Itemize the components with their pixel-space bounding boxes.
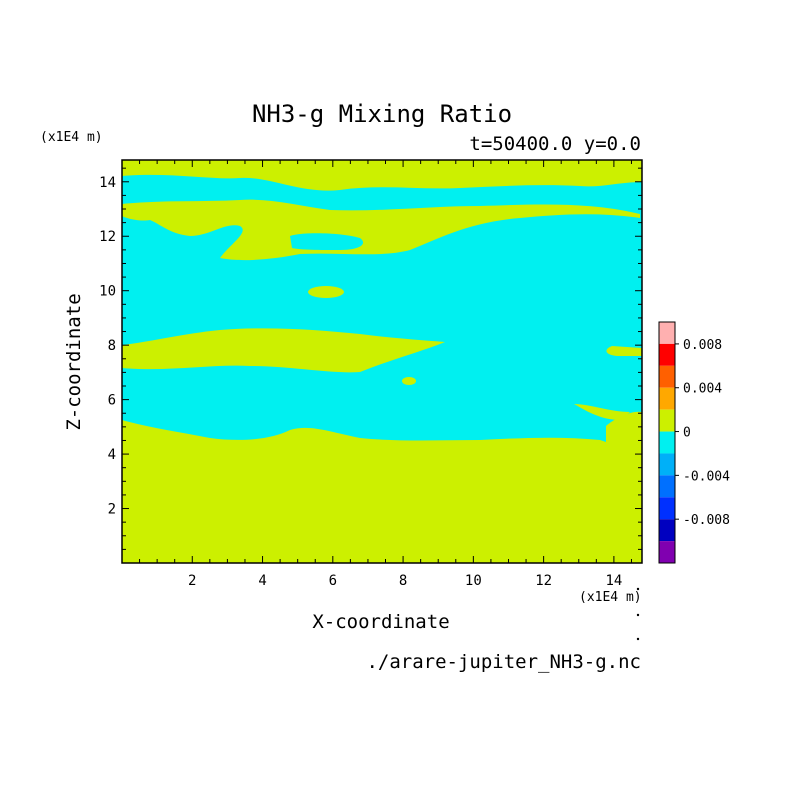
colorbar-swatch [659, 343, 675, 366]
colorbar-swatch [659, 453, 675, 476]
x-tick-label: 8 [399, 573, 407, 589]
y-unit-label: (x1E4 m) [40, 130, 103, 145]
y-tick-label: 10 [99, 284, 116, 300]
plot-frame [121, 159, 643, 564]
chart-subtitle: t=50400.0 y=0.0 [469, 133, 641, 155]
field-positive-patch [606, 346, 642, 356]
colorbar-swatch [659, 541, 675, 563]
y-tick-label: 14 [99, 175, 116, 191]
field-positive-region [122, 199, 640, 261]
x-axis-label: X-coordinate [312, 611, 449, 633]
colorbar: 0.008 0.004 0 -0.004 -0.008 [658, 321, 730, 564]
colorbar-label: -0.008 [683, 513, 730, 528]
y-tick-label: 4 [108, 447, 116, 463]
x-tick-label: 6 [329, 573, 337, 589]
colorbar-swatch [659, 431, 675, 454]
x-tick-label: 10 [465, 573, 482, 589]
x-tick-label: 4 [258, 573, 266, 589]
y-tick-label: 12 [99, 229, 116, 245]
x-tick-label: 14 [605, 573, 622, 589]
colorbar-swatch [659, 409, 675, 432]
colorbar-swatch [659, 365, 675, 388]
colorbar-label: 0.008 [683, 338, 722, 353]
marker-dot [636, 587, 640, 591]
colorbar-frame [658, 321, 676, 564]
x-tick-label: 2 [188, 573, 196, 589]
field-positive-patch [402, 377, 416, 385]
y-axis-label: Z-coordinate [63, 293, 85, 430]
field-negative-pocket [290, 233, 364, 250]
colorbar-swatch [659, 475, 675, 498]
field-positive-region [122, 411, 642, 563]
field-positive-patch [574, 404, 630, 420]
plot-area [122, 160, 642, 563]
x-tick-label: 12 [535, 573, 552, 589]
chart-title: NH3-g Mixing Ratio [252, 100, 512, 128]
colorbar-swatch [659, 322, 675, 344]
field-positive-region [122, 328, 445, 373]
colorbar-label: -0.004 [683, 469, 730, 484]
marker-dot [636, 613, 640, 617]
axes [121, 159, 643, 564]
marker-dot [636, 637, 640, 641]
file-footer: ./arare-jupiter_NH3-g.nc [366, 651, 641, 673]
x-unit-label: (x1E4 m) [579, 590, 642, 605]
colorbar-label: 0.004 [683, 382, 722, 397]
colorbar-swatch [659, 519, 675, 542]
y-tick-label: 2 [108, 502, 116, 518]
y-tick-label: 8 [108, 338, 116, 354]
colorbar-swatch [659, 387, 675, 410]
ticks: 2 4 6 8 10 12 14 2 4 6 8 10 12 14 [99, 160, 642, 589]
colorbar-label: 0 [683, 426, 691, 441]
y-tick-label: 6 [108, 393, 116, 409]
field-positive-region [122, 160, 642, 191]
colorbar-swatch [659, 497, 675, 520]
field-positive-patch [186, 160, 206, 168]
field-positive-patch [308, 286, 344, 298]
